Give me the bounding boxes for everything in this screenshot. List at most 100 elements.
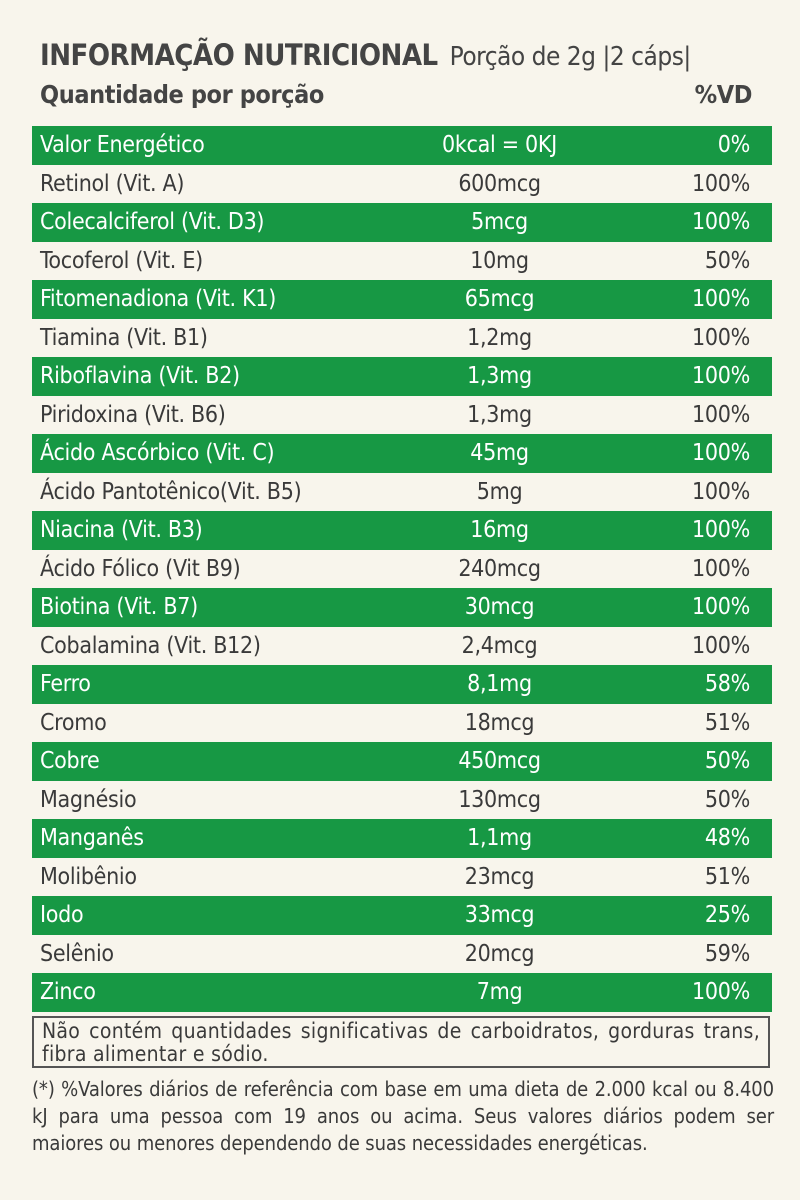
- nutrient-vd: 50%: [704, 786, 750, 813]
- column-headers: Quantidade por porção %VD: [40, 80, 752, 116]
- table-row: Biotina (Vit. B7) 30mcg 100%: [32, 588, 772, 627]
- nutrient-vd: 51%: [704, 863, 750, 890]
- nutrient-amount: 16mg: [470, 517, 529, 543]
- nutrient-name: Cobalamina (Vit. B12): [40, 632, 261, 659]
- table-row: Magnésio 130mcg 50%: [32, 781, 772, 820]
- table-row: Iodo 33mcg 25%: [32, 896, 772, 935]
- nutrient-vd: 51%: [704, 709, 750, 736]
- nutrient-name: Biotina (Vit. B7): [40, 594, 198, 620]
- nutrient-amount: 600mcg: [458, 170, 541, 197]
- nutrient-vd: 100%: [692, 632, 750, 659]
- table-row: Niacina (Vit. B3) 16mg 100%: [32, 511, 772, 550]
- nutrient-name: Valor Energético: [40, 132, 205, 158]
- nutrient-amount: 30mcg: [464, 594, 535, 620]
- nutrient-amount: 130mcg: [458, 786, 541, 813]
- nutrient-vd: 100%: [692, 979, 750, 1005]
- nutrient-amount: 8,1mg: [467, 671, 532, 697]
- nutrient-amount: 20mcg: [464, 940, 535, 967]
- nutrient-vd: 100%: [692, 517, 750, 543]
- portion-size: Porção de 2g |2 cáps|: [449, 42, 692, 72]
- nutrient-vd: 100%: [692, 594, 750, 620]
- nutrient-vd: 59%: [704, 940, 750, 967]
- nutrient-name: Retinol (Vit. A): [40, 170, 185, 197]
- nutrient-name: Tocoferol (Vit. E): [40, 247, 203, 274]
- nutrient-vd: 58%: [704, 671, 750, 697]
- nutrient-name: Ácido Ascórbico (Vit. C): [40, 440, 275, 466]
- table-row: Molibênio 23mcg 51%: [32, 858, 772, 897]
- nutrient-name: Manganês: [40, 825, 144, 851]
- nutrient-name: Ácido Fólico (Vit B9): [40, 555, 241, 582]
- nutrient-name: Tiamina (Vit. B1): [40, 324, 208, 351]
- table-row: Tocoferol (Vit. E) 10mg 50%: [32, 242, 772, 281]
- table-row: Fitomenadiona (Vit. K1) 65mcg 100%: [32, 280, 772, 319]
- nutrient-vd: 100%: [692, 170, 750, 197]
- table-row: Selênio 20mcg 59%: [32, 935, 772, 974]
- nutrient-amount: 33mcg: [464, 902, 535, 928]
- nutrient-amount: 10mg: [470, 247, 529, 274]
- nutrient-name: Selênio: [40, 940, 114, 967]
- table-row: Retinol (Vit. A) 600mcg 100%: [32, 165, 772, 204]
- nutrient-name: Cobre: [40, 748, 100, 774]
- table-row: Tiamina (Vit. B1) 1,2mg 100%: [32, 319, 772, 358]
- nutrient-vd: 100%: [692, 478, 750, 505]
- table-row: Ácido Fólico (Vit B9) 240mcg 100%: [32, 550, 772, 589]
- table-row: Cobalamina (Vit. B12) 2,4mcg 100%: [32, 627, 772, 666]
- table-row: Riboflavina (Vit. B2) 1,3mg 100%: [32, 357, 772, 396]
- nutrient-name: Molibênio: [40, 863, 137, 890]
- nutrient-amount: 65mcg: [464, 286, 535, 312]
- nutrient-vd: 48%: [704, 825, 750, 851]
- nutrient-amount: 45mg: [470, 440, 529, 466]
- nutrient-amount: 2,4mcg: [461, 632, 538, 659]
- nutrient-name: Piridoxina (Vit. B6): [40, 401, 226, 428]
- nutrient-name: Niacina (Vit. B3): [40, 517, 203, 543]
- table-row: Cobre 450mcg 50%: [32, 742, 772, 781]
- table-row: Cromo 18mcg 51%: [32, 704, 772, 743]
- table-row: Colecalciferol (Vit. D3) 5mcg 100%: [32, 203, 772, 242]
- vd-header: %VD: [694, 80, 753, 109]
- nutrient-name: Fitomenadiona (Vit. K1): [40, 286, 276, 312]
- nutrient-amount: 23mcg: [464, 863, 535, 890]
- table-row: Ácido Ascórbico (Vit. C) 45mg 100%: [32, 434, 772, 473]
- table-row: Valor Energético 0kcal = 0KJ 0%: [32, 126, 772, 165]
- nutrient-amount: 1,3mg: [467, 401, 532, 428]
- nutrient-amount: 5mg: [476, 478, 523, 505]
- nutrient-amount: 1,2mg: [467, 324, 532, 351]
- nutrient-vd: 100%: [692, 555, 750, 582]
- nutrient-vd: 50%: [704, 748, 750, 774]
- nutrient-amount: 7mg: [476, 979, 523, 1005]
- nutrient-name: Colecalciferol (Vit. D3): [40, 209, 265, 235]
- nutrient-amount: 450mcg: [458, 748, 541, 774]
- nutrient-amount: 5mcg: [471, 209, 528, 235]
- nutrient-vd: 100%: [692, 440, 750, 466]
- disclaimer-box: Não contém quantidades significativas de…: [32, 1016, 770, 1068]
- nutrient-vd: 100%: [692, 209, 750, 235]
- nutrient-name: Magnésio: [40, 786, 137, 813]
- nutrient-vd: 0%: [717, 132, 751, 158]
- nutrient-vd: 25%: [704, 902, 750, 928]
- nutrient-vd: 100%: [692, 286, 750, 312]
- nutrient-amount: 1,1mg: [467, 825, 532, 851]
- table-row: Ferro 8,1mg 58%: [32, 665, 772, 704]
- nutrient-name: Iodo: [40, 902, 84, 928]
- label-title: INFORMAÇÃO NUTRICIONAL: [40, 38, 438, 72]
- nutrient-name: Cromo: [40, 709, 107, 736]
- nutrient-name: Riboflavina (Vit. B2): [40, 363, 240, 389]
- nutrient-name: Zinco: [40, 979, 96, 1005]
- nutrient-amount: 18mcg: [464, 709, 535, 736]
- nutrient-name: Ferro: [40, 671, 91, 697]
- nutrient-vd: 100%: [692, 401, 750, 428]
- nutrition-table: Valor Energético 0kcal = 0KJ 0% Retinol (Vi…: [32, 126, 772, 1012]
- footnote: (*) %Valores diários de referência com b…: [32, 1077, 774, 1155]
- table-row: Piridoxina (Vit. B6) 1,3mg 100%: [32, 396, 772, 435]
- quantity-header: Quantidade por porção: [40, 80, 324, 109]
- label-header: INFORMAÇÃO NUTRICIONAL Porção de 2g |2 c…: [40, 38, 780, 78]
- nutrient-vd: 50%: [704, 247, 750, 274]
- table-row: Ácido Pantotênico(Vit. B5) 5mg 100%: [32, 473, 772, 512]
- nutrient-amount: 1,3mg: [467, 363, 532, 389]
- nutrient-amount: 240mcg: [458, 555, 541, 582]
- table-row: Manganês 1,1mg 48%: [32, 819, 772, 858]
- nutrient-amount: 0kcal = 0KJ: [442, 132, 557, 158]
- nutrient-name: Ácido Pantotênico(Vit. B5): [40, 478, 302, 505]
- nutrient-vd: 100%: [692, 324, 750, 351]
